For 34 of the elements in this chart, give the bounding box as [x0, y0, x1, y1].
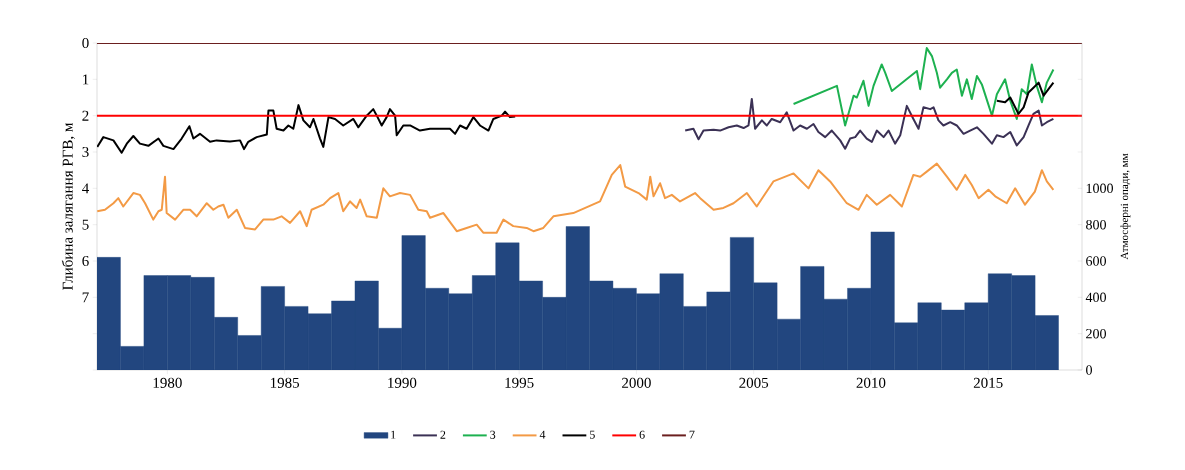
line-series [792, 47, 1055, 127]
y-axis-title: Глибина залягання РГВ, м [61, 122, 75, 290]
legend-label: 6 [639, 430, 645, 439]
y-tick-label: 6 [82, 255, 89, 267]
legend-label: 4 [539, 430, 546, 439]
x-tick-label: 2015 [973, 377, 1003, 388]
legend-label: 7 [689, 430, 695, 439]
y-tick-label: 0 [82, 37, 89, 49]
x-tick-label: 1995 [505, 377, 534, 388]
y-tick-label: 5 [82, 219, 89, 230]
legend-label: 3 [490, 430, 496, 439]
x-tick-label: 1990 [388, 377, 417, 388]
y-tick-label: 1 [83, 74, 89, 85]
legend-label: 2 [440, 430, 446, 439]
x-tick-label: 2010 [856, 377, 886, 388]
line-series [97, 162, 1055, 234]
legend-label: 5 [590, 430, 595, 439]
y2-tick-label: 200 [1086, 328, 1106, 339]
legend-label: 1 [391, 430, 396, 439]
y2-tick-label: 800 [1086, 219, 1106, 230]
x-tick-label: 2005 [739, 377, 769, 388]
line-series [684, 97, 1055, 150]
x-tick-label: 2000 [622, 377, 651, 388]
y2-tick-label: 400 [1085, 292, 1106, 303]
x-tick-label: 1985 [270, 377, 300, 388]
y2-tick-label: 1000 [1086, 183, 1113, 194]
y2-axis-title: Атмосферні опади, мм [1120, 153, 1131, 260]
y-tick-label: 7 [82, 292, 89, 303]
y2-tick-label: 0 [1086, 365, 1092, 375]
y2-tick-label: 600 [1086, 256, 1106, 266]
y-tick-label: 4 [82, 183, 89, 194]
x-tick-label: 1980 [153, 377, 182, 388]
y-tick-label: 2 [82, 110, 89, 121]
y-tick-label: 3 [82, 146, 89, 158]
